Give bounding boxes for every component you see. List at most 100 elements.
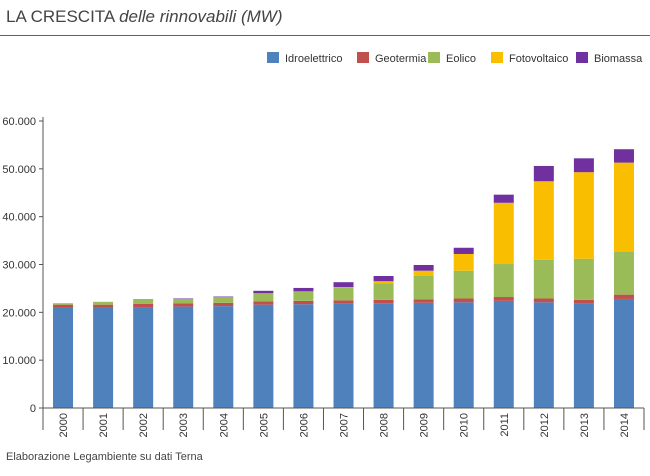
legend-swatch — [491, 52, 503, 63]
stacked-bar-chart: 0 10.000 20.000 30.000 40.000 50.000 60.000 200… — [2, 52, 645, 437]
bar-segment — [413, 270, 434, 276]
legend-swatch — [576, 52, 588, 63]
bar-segment — [173, 303, 194, 307]
bar-segment — [533, 302, 554, 408]
bar-segment — [213, 306, 234, 408]
bar-segment — [53, 307, 74, 408]
y-tick-label: 50.000 — [2, 164, 36, 176]
bar-segment — [453, 247, 474, 254]
x-tick-label: 2012 — [539, 413, 551, 437]
x-tick-label: 2011 — [499, 413, 511, 437]
bar-segment — [173, 298, 194, 304]
bar-segment — [613, 162, 634, 252]
legend-swatch — [357, 52, 369, 63]
bar-segment — [213, 297, 234, 303]
page-title: LA CRESCITA delle rinnovabili (MW) — [6, 7, 283, 27]
bar-segment — [173, 298, 194, 299]
x-tick-label: 2014 — [619, 413, 631, 437]
bar-segment — [333, 303, 354, 408]
bar-segment — [293, 287, 314, 292]
bar-segment — [333, 282, 354, 287]
bar-segment — [493, 264, 514, 298]
bar-segment — [373, 303, 394, 408]
bar-segment — [293, 304, 314, 408]
bar-segment — [133, 299, 154, 304]
legend-label: Geotermia — [375, 53, 427, 65]
bar-segment — [493, 300, 514, 408]
bar-segment — [533, 165, 554, 182]
bar-segment — [93, 301, 114, 305]
bar-segment — [253, 301, 274, 305]
x-tick-label: 2009 — [419, 413, 431, 437]
legend-label: Idroelettrico — [285, 53, 342, 65]
bar-segment — [413, 275, 434, 300]
bar-segment — [533, 259, 554, 299]
x-tick-label: 2003 — [178, 413, 190, 437]
bar-segment — [573, 303, 594, 408]
bar-segment — [573, 158, 594, 173]
legend-swatch — [267, 52, 279, 63]
source-note: Elaborazione Legambiente su dati Terna — [6, 451, 203, 463]
x-tick-label: 2000 — [58, 413, 70, 437]
bar-segment — [453, 302, 474, 408]
x-tick-label: 2010 — [459, 413, 471, 437]
title-divider — [0, 35, 650, 36]
bar-segment — [613, 149, 634, 163]
bar-segment — [413, 264, 434, 271]
legend-label: Biomassa — [594, 53, 643, 65]
x-tick-label: 2007 — [339, 413, 351, 437]
bar-segment — [93, 307, 114, 408]
x-tick-label: 2002 — [138, 413, 150, 437]
y-tick-label: 0 — [30, 403, 36, 415]
bar-segment — [533, 181, 554, 260]
bar-segment — [333, 286, 354, 288]
bar-segment — [133, 303, 154, 308]
bar-segment — [213, 302, 234, 307]
bar-segment — [293, 291, 314, 301]
bar-segment — [613, 251, 634, 295]
bar-segment — [373, 283, 394, 300]
legend-label: Fotovoltaico — [509, 53, 568, 65]
bar-segment — [413, 302, 434, 408]
title-italic: delle rinnovabili (MW) — [119, 7, 283, 26]
bar-segment — [613, 298, 634, 408]
bar-segment — [253, 304, 274, 408]
x-tick-label: 2005 — [258, 413, 270, 437]
bar-segment — [573, 172, 594, 259]
bar-segment — [453, 298, 474, 303]
bar-segment — [333, 287, 354, 301]
bar-segment — [493, 297, 514, 301]
x-tick-label: 2001 — [98, 413, 110, 437]
bar-segment — [53, 303, 74, 305]
bar-segment — [93, 304, 114, 308]
bar-segment — [533, 298, 554, 303]
bar-segment — [253, 290, 274, 294]
bar-segment — [613, 294, 634, 299]
bar-segment — [253, 293, 274, 302]
legend-swatch — [428, 52, 440, 63]
y-tick-label: 60.000 — [2, 116, 36, 128]
bar-segment — [373, 281, 394, 284]
bar-segment — [293, 300, 314, 305]
x-tick-label: 2004 — [218, 413, 230, 437]
bar-segment — [133, 307, 154, 408]
bar-segment — [453, 253, 474, 271]
bar-segment — [413, 299, 434, 303]
x-tick-label: 2008 — [379, 413, 391, 437]
x-tick-label: 2013 — [579, 413, 591, 437]
bar-segment — [213, 296, 234, 298]
bar-segment — [53, 304, 74, 308]
bar-segment — [493, 194, 514, 203]
bar-segment — [573, 258, 594, 300]
bar-segment — [453, 270, 474, 299]
legend-label: Eolico — [446, 53, 476, 65]
y-tick-label: 40.000 — [2, 212, 36, 224]
bar-segment — [573, 299, 594, 304]
y-tick-label: 20.000 — [2, 307, 36, 319]
bar-segment — [133, 299, 154, 300]
y-tick-label: 10.000 — [2, 355, 36, 367]
bar-segment — [373, 299, 394, 304]
bar-segment — [333, 300, 354, 304]
bar-segment — [173, 306, 194, 408]
y-tick-label: 30.000 — [2, 260, 36, 272]
